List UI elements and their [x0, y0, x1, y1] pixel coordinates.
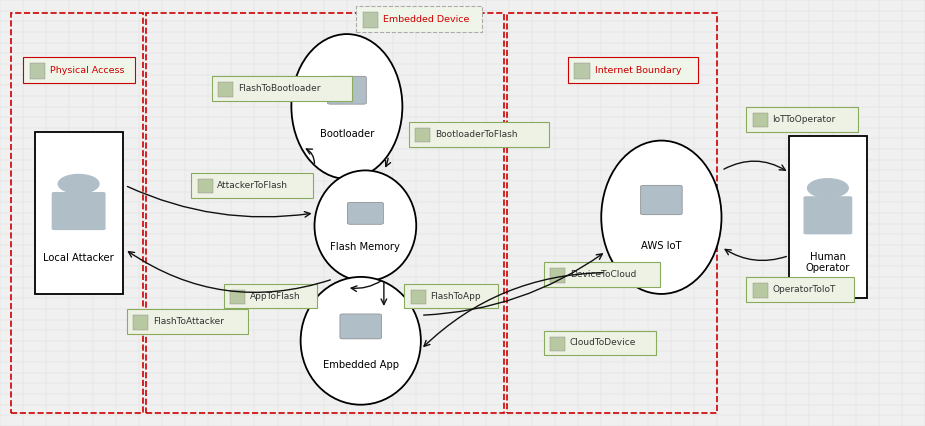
Circle shape	[808, 179, 848, 198]
FancyBboxPatch shape	[746, 107, 858, 132]
FancyBboxPatch shape	[356, 6, 482, 32]
Ellipse shape	[301, 277, 421, 405]
FancyBboxPatch shape	[191, 173, 313, 198]
Bar	[753, 283, 768, 298]
Text: AttackerToFlash: AttackerToFlash	[217, 181, 289, 190]
FancyBboxPatch shape	[224, 284, 317, 308]
FancyBboxPatch shape	[804, 196, 852, 234]
FancyBboxPatch shape	[746, 277, 854, 302]
Text: Embedded App: Embedded App	[323, 360, 399, 370]
FancyBboxPatch shape	[409, 122, 549, 147]
Text: CloudToDevice: CloudToDevice	[570, 338, 636, 348]
Bar	[574, 63, 590, 79]
Text: AWS IoT: AWS IoT	[641, 242, 682, 251]
Text: Local Attacker: Local Attacker	[43, 253, 114, 263]
Bar	[753, 113, 768, 127]
Bar	[146, 13, 504, 413]
FancyBboxPatch shape	[23, 58, 135, 83]
Bar	[218, 82, 233, 97]
FancyBboxPatch shape	[568, 58, 698, 83]
Bar	[550, 268, 565, 283]
Text: AppToFlash: AppToFlash	[250, 291, 301, 301]
FancyBboxPatch shape	[52, 192, 105, 230]
Bar	[11, 13, 143, 413]
Bar	[363, 12, 378, 28]
Text: Flash Memory: Flash Memory	[330, 242, 401, 252]
FancyBboxPatch shape	[544, 262, 660, 287]
FancyBboxPatch shape	[404, 284, 498, 308]
Text: Bootloader: Bootloader	[320, 129, 374, 139]
FancyBboxPatch shape	[640, 185, 683, 215]
Text: FlashToBootloader: FlashToBootloader	[238, 84, 320, 93]
Text: FlashToApp: FlashToApp	[430, 291, 481, 301]
Bar	[550, 337, 565, 351]
Circle shape	[58, 175, 99, 193]
Text: Human
Operator: Human Operator	[806, 252, 850, 273]
FancyBboxPatch shape	[327, 76, 366, 104]
FancyBboxPatch shape	[340, 314, 382, 339]
Bar	[198, 179, 213, 193]
Text: OperatorToIoT: OperatorToIoT	[772, 285, 836, 294]
FancyBboxPatch shape	[127, 309, 248, 334]
Text: IoTToOperator: IoTToOperator	[772, 115, 835, 124]
Text: Physical Access: Physical Access	[50, 66, 125, 75]
Bar	[230, 290, 245, 304]
Bar	[35, 132, 122, 294]
Bar	[411, 290, 426, 304]
FancyBboxPatch shape	[212, 76, 352, 101]
Bar	[507, 13, 717, 413]
Bar	[415, 128, 430, 142]
Ellipse shape	[291, 34, 402, 179]
Text: Embedded Device: Embedded Device	[383, 14, 469, 24]
Text: BootloaderToFlash: BootloaderToFlash	[435, 130, 517, 139]
Text: Internet Boundary: Internet Boundary	[595, 66, 682, 75]
Bar	[30, 63, 45, 79]
Text: FlashToAttacker: FlashToAttacker	[153, 317, 224, 326]
FancyBboxPatch shape	[544, 331, 656, 355]
Ellipse shape	[314, 170, 416, 281]
Bar	[133, 315, 148, 330]
Ellipse shape	[601, 141, 722, 294]
Bar	[788, 136, 868, 298]
FancyBboxPatch shape	[348, 202, 383, 224]
Text: DeviceToCloud: DeviceToCloud	[570, 270, 636, 279]
